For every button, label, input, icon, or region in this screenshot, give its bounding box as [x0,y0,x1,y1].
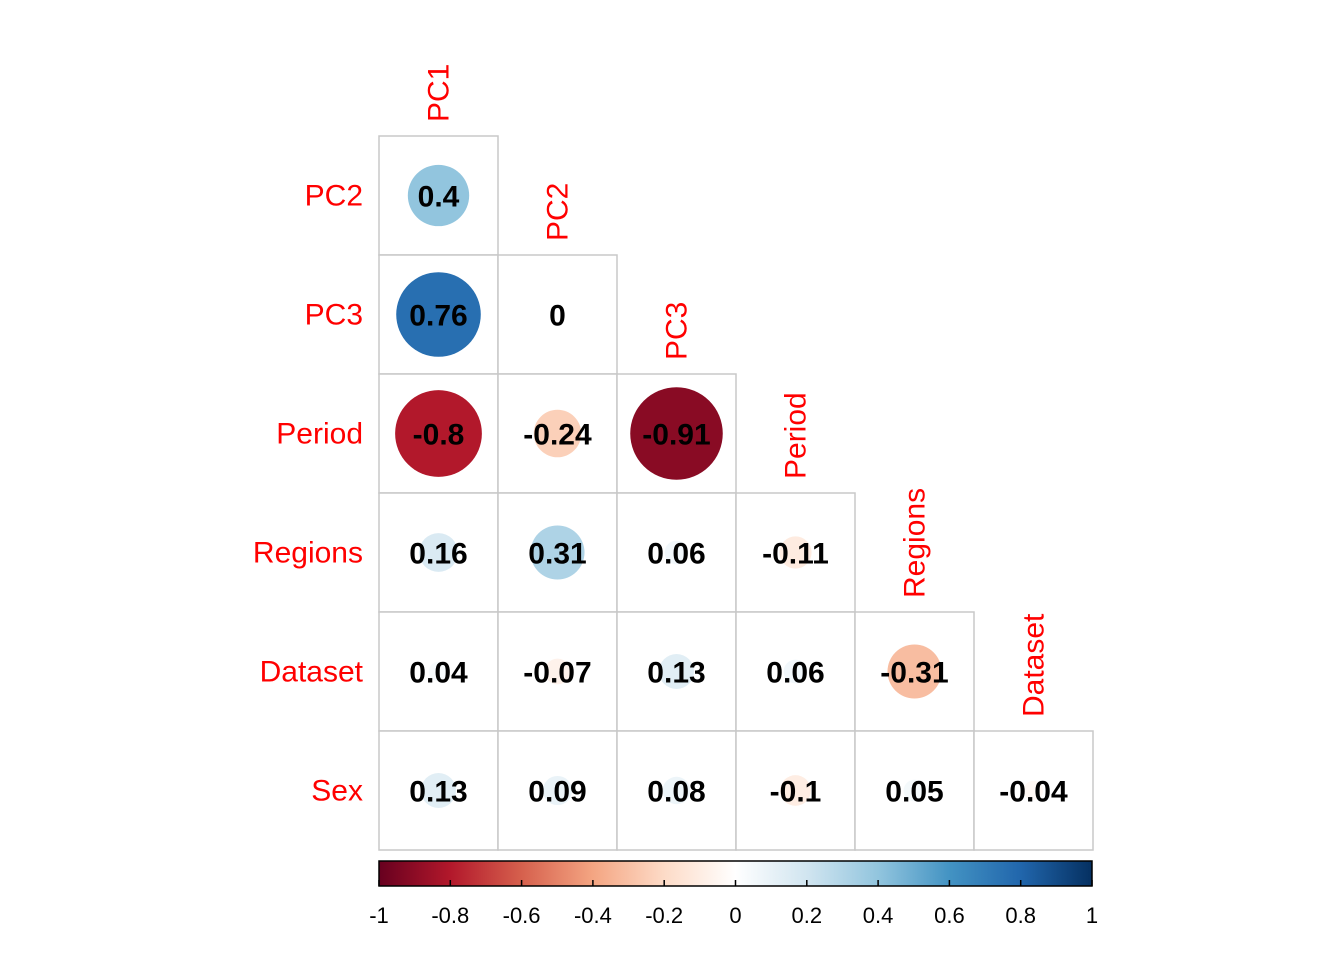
corr-cell: 0.31 [497,492,618,613]
corr-circle [780,775,811,806]
corr-cell: -0.91 [616,373,737,494]
corr-circle [662,776,691,805]
cell-value-label: -0.11 [762,538,829,571]
column-label: PC1 [423,64,456,122]
corr-circle [542,775,573,806]
colorbar-tick-label: 0.4 [863,903,894,928]
cell-value-label: -0.91 [642,419,710,452]
colorbar-ticks: -1 -0.8 -0.6 -0.4 -0.2 0 0.2 0.4 0.6 0.8 1 [369,880,1098,928]
row-label: Period [276,418,363,451]
corr-circle [903,779,926,802]
corr-circle [779,536,812,569]
cell-value-label: 0.05 [885,776,943,809]
corr-cell: -0.11 [735,492,856,613]
corr-cell: -0.8 [378,373,499,494]
cell-value-label: 0.04 [409,657,468,690]
matrix-cells: 0.4 0.76 0 -0.8 -0.24 -0.91 0.16 0.31 0.06 -0.11 0… [378,135,1094,851]
cell-value-label: -0.8 [413,419,465,452]
colorbar-tick-label: 0.8 [1005,903,1036,928]
cell-value-label: 0.06 [647,538,705,571]
corr-cell: -0.1 [735,730,856,851]
corr-circle [544,658,571,685]
colorbar: -1 -0.8 -0.6 -0.4 -0.2 0 0.2 0.4 0.6 0.8 1 [369,860,1098,928]
cell-border [497,611,618,732]
corr-cell: 0.13 [378,730,499,851]
corr-cell: 0.08 [616,730,737,851]
cell-value-label: -0.07 [523,657,591,690]
column-label: PC3 [661,302,694,360]
corr-cell: -0.07 [497,611,618,732]
corr-circle [659,654,694,689]
corr-circle [419,533,458,572]
colorbar-tick-label: 0.2 [792,903,823,928]
corr-circle [530,525,585,580]
corr-circle [664,540,689,565]
colorbar-tick-label: 0 [729,903,741,928]
corr-circle [396,272,481,357]
corr-cell: 0 [497,254,618,375]
corr-cell: -0.31 [854,611,975,732]
cell-value-label: -0.31 [880,657,948,690]
corr-cell: 0.13 [616,611,737,732]
cell-value-label: 0.06 [766,657,824,690]
corr-circle [887,644,942,699]
row-label: PC2 [305,180,363,213]
cell-value-label: 0.09 [528,776,586,809]
cell-value-label: -0.04 [999,776,1068,809]
cell-value-label: 0.4 [418,181,460,214]
corr-circle [533,409,582,458]
corr-cell: 0.06 [616,492,737,613]
row-label: Dataset [260,656,364,689]
cell-value-label: 0.13 [647,657,705,690]
corr-circle [395,390,482,477]
corr-circle [783,659,808,684]
corr-cell: 0.06 [735,611,856,732]
corr-circle [428,661,449,682]
corr-cell: -0.04 [973,730,1094,851]
corr-circle [1023,780,1044,801]
colorbar-tick-label: -0.4 [574,903,612,928]
cell-border [616,730,737,851]
row-label: Sex [311,775,363,808]
column-label: Regions [899,488,932,598]
colorbar-tick-label: 1 [1086,903,1098,928]
cell-value-label: 0 [549,300,566,333]
cell-value-label: 0.13 [409,776,467,809]
column-label: Dataset [1018,613,1051,717]
corr-circle [421,773,456,808]
corr-circle [630,387,723,480]
column-label: PC2 [542,183,575,241]
corr-cell: 0.09 [497,730,618,851]
column-label: Period [780,392,813,479]
corr-cell: 0.05 [854,730,975,851]
row-labels: PC2 PC3 Period Regions Dataset Sex [253,180,364,808]
corr-cell: 0.76 [378,254,499,375]
corr-cell: 0.4 [378,135,499,256]
corr-circle [407,164,470,227]
corr-cell: 0.04 [378,611,499,732]
cell-value-label: -0.24 [523,419,592,452]
cell-border [735,730,856,851]
row-label: Regions [253,537,363,570]
cell-value-label: 0.31 [528,538,586,571]
cell-value-label: 0.16 [409,538,467,571]
colorbar-tick-label: -0.6 [503,903,541,928]
cell-value-label: 0.08 [647,776,705,809]
colorbar-tick-label: 0.6 [934,903,965,928]
row-label: PC3 [305,299,363,332]
colorbar-tick-label: -0.8 [431,903,469,928]
cell-value-label: -0.1 [770,776,822,809]
colorbar-tick-label: -0.2 [645,903,683,928]
corr-cell: -0.24 [497,373,618,494]
corr-cell: 0.16 [378,492,499,613]
column-labels: PC1 PC2 PC3 Period Regions Dataset [423,64,1051,717]
cell-value-label: 0.76 [409,300,467,333]
cell-border [497,254,618,375]
colorbar-tick-label: -1 [369,903,389,928]
